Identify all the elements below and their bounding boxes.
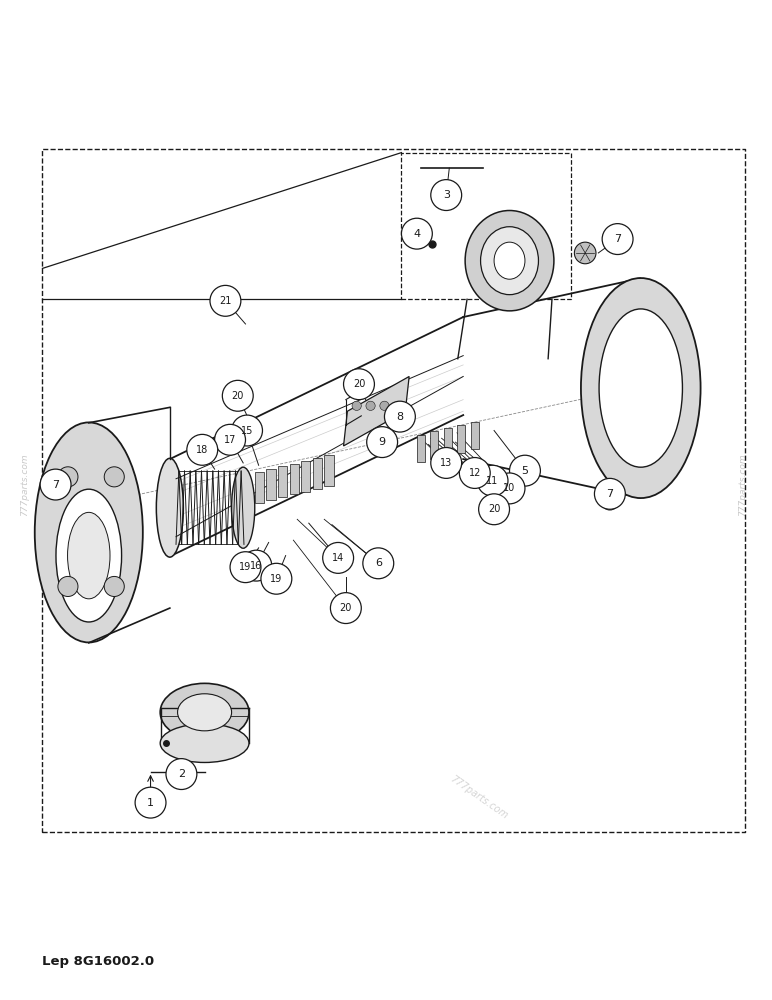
Circle shape xyxy=(104,467,124,487)
Text: Lep 8G16002.0: Lep 8G16002.0 xyxy=(42,956,154,968)
Text: 20: 20 xyxy=(488,504,500,514)
Text: 1: 1 xyxy=(147,798,154,808)
Circle shape xyxy=(477,465,508,496)
Ellipse shape xyxy=(601,493,618,510)
Text: 20: 20 xyxy=(232,391,244,401)
Text: 13: 13 xyxy=(440,458,452,468)
Text: 9: 9 xyxy=(378,437,386,447)
Circle shape xyxy=(384,401,415,432)
Text: 7: 7 xyxy=(614,234,621,244)
Circle shape xyxy=(40,469,71,500)
Ellipse shape xyxy=(494,242,525,279)
Bar xyxy=(266,469,276,500)
Circle shape xyxy=(363,548,394,579)
Circle shape xyxy=(261,563,292,594)
Bar xyxy=(324,455,334,486)
Circle shape xyxy=(210,285,241,316)
Ellipse shape xyxy=(581,278,701,498)
Text: 20: 20 xyxy=(340,603,352,613)
Bar xyxy=(313,458,322,489)
Text: 11: 11 xyxy=(486,476,499,486)
Circle shape xyxy=(230,552,261,583)
Text: 6: 6 xyxy=(374,558,382,568)
Circle shape xyxy=(166,759,197,790)
Text: 21: 21 xyxy=(219,296,232,306)
Text: 7: 7 xyxy=(52,480,59,490)
Text: 15: 15 xyxy=(241,426,253,436)
Ellipse shape xyxy=(465,211,554,311)
Circle shape xyxy=(222,380,253,411)
Text: 8: 8 xyxy=(396,412,404,422)
Text: 2: 2 xyxy=(178,769,185,779)
Bar xyxy=(431,431,438,459)
Circle shape xyxy=(241,550,272,581)
Circle shape xyxy=(330,593,361,624)
Circle shape xyxy=(401,218,432,249)
Circle shape xyxy=(431,180,462,211)
Text: 777parts.com: 777parts.com xyxy=(20,453,29,516)
Text: 4: 4 xyxy=(413,229,421,239)
Text: 17: 17 xyxy=(224,435,236,445)
Circle shape xyxy=(366,401,375,410)
Text: 14: 14 xyxy=(332,553,344,563)
Bar xyxy=(255,472,264,503)
Ellipse shape xyxy=(156,458,184,557)
Circle shape xyxy=(58,467,78,487)
Circle shape xyxy=(215,424,245,455)
Bar xyxy=(471,422,479,449)
Circle shape xyxy=(344,369,374,400)
Circle shape xyxy=(380,401,389,410)
Text: 18: 18 xyxy=(196,445,208,455)
Ellipse shape xyxy=(232,467,255,548)
Circle shape xyxy=(459,458,490,488)
Ellipse shape xyxy=(161,724,249,762)
Text: 777parts.com: 777parts.com xyxy=(738,453,747,516)
Bar xyxy=(301,461,310,492)
Circle shape xyxy=(58,576,78,596)
Circle shape xyxy=(135,787,166,818)
Circle shape xyxy=(494,473,525,504)
Circle shape xyxy=(104,576,124,596)
Circle shape xyxy=(187,434,218,465)
Circle shape xyxy=(602,224,633,255)
Circle shape xyxy=(232,415,262,446)
Ellipse shape xyxy=(574,242,596,264)
Ellipse shape xyxy=(480,227,539,295)
Text: 3: 3 xyxy=(442,190,450,200)
Text: 19: 19 xyxy=(239,562,252,572)
Text: 12: 12 xyxy=(469,468,481,478)
Text: 5: 5 xyxy=(521,466,529,476)
Circle shape xyxy=(510,455,540,486)
Circle shape xyxy=(352,401,361,410)
Ellipse shape xyxy=(178,694,232,731)
Circle shape xyxy=(367,427,398,458)
Ellipse shape xyxy=(599,309,682,467)
Ellipse shape xyxy=(161,683,249,741)
Ellipse shape xyxy=(68,512,110,599)
Text: 10: 10 xyxy=(503,483,516,493)
Bar xyxy=(290,464,299,494)
Text: 7: 7 xyxy=(606,489,614,499)
Ellipse shape xyxy=(35,422,143,642)
Ellipse shape xyxy=(44,473,67,496)
Circle shape xyxy=(431,448,462,478)
Text: 19: 19 xyxy=(270,574,283,584)
Bar xyxy=(417,435,425,462)
Text: 16: 16 xyxy=(250,561,262,571)
Polygon shape xyxy=(344,376,409,446)
Circle shape xyxy=(323,542,354,573)
Text: 777parts.com: 777parts.com xyxy=(448,774,510,821)
Bar xyxy=(457,425,465,453)
Circle shape xyxy=(479,494,510,525)
Bar xyxy=(444,428,452,456)
Ellipse shape xyxy=(56,489,122,622)
Text: 20: 20 xyxy=(353,379,365,389)
Circle shape xyxy=(594,478,625,509)
Bar xyxy=(278,466,287,497)
